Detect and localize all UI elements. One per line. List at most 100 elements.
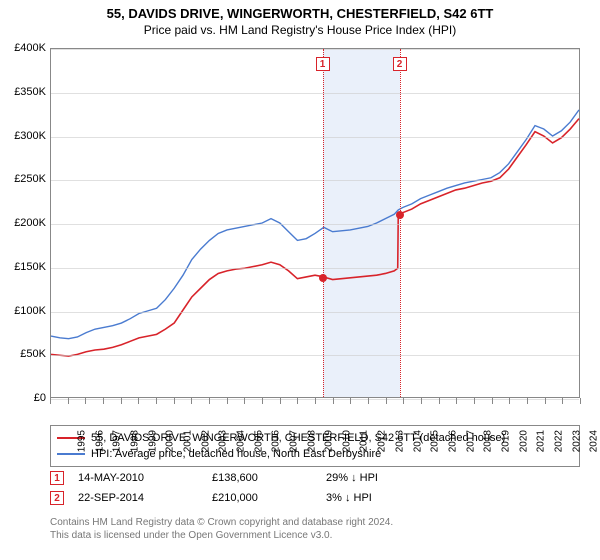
x-tick-label: 2007 bbox=[288, 430, 299, 452]
marker-box-2: 2 bbox=[50, 491, 64, 505]
x-tick bbox=[244, 398, 245, 404]
x-tick bbox=[492, 398, 493, 404]
y-tick-label: £400K bbox=[0, 42, 46, 54]
y-tick-label: £300K bbox=[0, 130, 46, 142]
line-svg bbox=[51, 49, 579, 397]
marker-date-1: 14-MAY-2010 bbox=[78, 472, 198, 484]
y-tick-label: £350K bbox=[0, 86, 46, 98]
x-tick-label: 2012 bbox=[377, 430, 388, 452]
x-tick-label: 2021 bbox=[536, 430, 547, 452]
y-tick-label: £150K bbox=[0, 261, 46, 273]
x-tick-label: 2020 bbox=[518, 430, 529, 452]
footer-line-2: This data is licensed under the Open Gov… bbox=[50, 529, 580, 542]
x-tick-label: 1998 bbox=[129, 430, 140, 452]
x-tick-label: 2014 bbox=[412, 430, 423, 452]
y-tick-label: £0 bbox=[0, 392, 46, 404]
y-gridline bbox=[51, 224, 579, 225]
x-tick bbox=[509, 398, 510, 404]
x-tick bbox=[103, 398, 104, 404]
y-tick-label: £200K bbox=[0, 217, 46, 229]
x-tick bbox=[333, 398, 334, 404]
y-gridline bbox=[51, 137, 579, 138]
x-tick-label: 2015 bbox=[430, 430, 441, 452]
x-tick bbox=[386, 398, 387, 404]
x-tick bbox=[527, 398, 528, 404]
x-tick-label: 2001 bbox=[182, 430, 193, 452]
marker-box-1: 1 bbox=[50, 471, 64, 485]
marker-point-2 bbox=[396, 211, 404, 219]
x-tick bbox=[85, 398, 86, 404]
x-tick-label: 2011 bbox=[358, 430, 369, 452]
x-tick-label: 2002 bbox=[200, 430, 211, 452]
y-gridline bbox=[51, 355, 579, 356]
x-tick bbox=[439, 398, 440, 404]
marker-reln-2: 3% ↓ HPI bbox=[326, 492, 466, 504]
x-tick-label: 2013 bbox=[394, 430, 405, 452]
x-tick bbox=[262, 398, 263, 404]
y-gridline bbox=[51, 180, 579, 181]
marker-line-2 bbox=[400, 49, 401, 397]
x-tick bbox=[50, 398, 51, 404]
x-tick bbox=[174, 398, 175, 404]
x-tick bbox=[580, 398, 581, 404]
x-tick-label: 2017 bbox=[465, 430, 476, 452]
x-tick bbox=[456, 398, 457, 404]
x-tick-label: 2010 bbox=[341, 430, 352, 452]
x-tick-label: 2000 bbox=[165, 430, 176, 452]
x-tick-label: 2009 bbox=[324, 430, 335, 452]
marker-box-inline-1: 1 bbox=[316, 57, 330, 71]
y-gridline bbox=[51, 312, 579, 313]
x-tick bbox=[121, 398, 122, 404]
chart-title: 55, DAVIDS DRIVE, WINGERWORTH, CHESTERFI… bbox=[0, 6, 600, 21]
x-tick bbox=[368, 398, 369, 404]
legend-swatch-hpi bbox=[57, 453, 85, 455]
x-tick-label: 2008 bbox=[306, 430, 317, 452]
x-tick-label: 2022 bbox=[553, 430, 564, 452]
x-tick-label: 2006 bbox=[271, 430, 282, 452]
x-tick bbox=[297, 398, 298, 404]
x-tick-label: 2005 bbox=[253, 430, 264, 452]
x-tick bbox=[138, 398, 139, 404]
x-tick-label: 2023 bbox=[571, 430, 582, 452]
x-tick-label: 1995 bbox=[76, 430, 87, 452]
x-tick bbox=[227, 398, 228, 404]
x-tick bbox=[350, 398, 351, 404]
marker-price-2: £210,000 bbox=[212, 492, 312, 504]
x-tick bbox=[562, 398, 563, 404]
marker-price-1: £138,600 bbox=[212, 472, 312, 484]
x-tick bbox=[280, 398, 281, 404]
y-tick-label: £250K bbox=[0, 173, 46, 185]
marker-date-2: 22-SEP-2014 bbox=[78, 492, 198, 504]
footer-line-1: Contains HM Land Registry data © Crown c… bbox=[50, 516, 580, 529]
marker-reln-1: 29% ↓ HPI bbox=[326, 472, 466, 484]
x-tick-label: 1996 bbox=[94, 430, 105, 452]
x-tick bbox=[68, 398, 69, 404]
marker-box-inline-2: 2 bbox=[393, 57, 407, 71]
x-tick-label: 2019 bbox=[500, 430, 511, 452]
x-tick-label: 1999 bbox=[147, 430, 158, 452]
x-tick-label: 2004 bbox=[235, 430, 246, 452]
x-tick bbox=[421, 398, 422, 404]
y-tick-label: £100K bbox=[0, 305, 46, 317]
y-gridline bbox=[51, 93, 579, 94]
x-tick bbox=[474, 398, 475, 404]
footer: Contains HM Land Registry data © Crown c… bbox=[50, 516, 580, 542]
x-tick-label: 2016 bbox=[447, 430, 458, 452]
y-tick-label: £50K bbox=[0, 348, 46, 360]
marker-table: 1 14-MAY-2010 £138,600 29% ↓ HPI 2 22-SE… bbox=[50, 468, 580, 508]
x-tick-label: 2003 bbox=[218, 430, 229, 452]
series-line-subject bbox=[51, 119, 579, 357]
y-gridline bbox=[51, 268, 579, 269]
y-gridline bbox=[51, 49, 579, 50]
x-tick-label: 1997 bbox=[112, 430, 123, 452]
x-tick bbox=[191, 398, 192, 404]
x-tick bbox=[156, 398, 157, 404]
marker-line-1 bbox=[323, 49, 324, 397]
x-tick-label: 2024 bbox=[589, 430, 600, 452]
x-tick bbox=[403, 398, 404, 404]
plot-area: 12 bbox=[50, 48, 580, 398]
x-tick bbox=[315, 398, 316, 404]
x-tick-label: 2018 bbox=[483, 430, 494, 452]
x-tick bbox=[545, 398, 546, 404]
chart-container: 55, DAVIDS DRIVE, WINGERWORTH, CHESTERFI… bbox=[0, 0, 600, 560]
